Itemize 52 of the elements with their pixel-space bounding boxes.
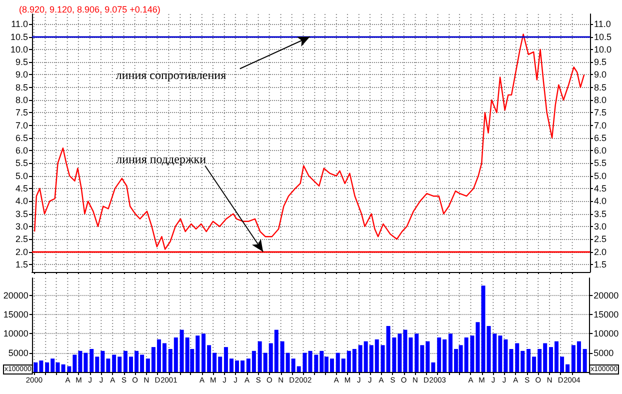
y2-tick-label: 10.5 <box>594 32 612 42</box>
y2-tick-label: 11.0 <box>594 19 611 30</box>
y-tick-label: 6.5 <box>15 132 28 143</box>
y-tick-label: 5.5 <box>15 158 28 168</box>
y-tick-label: 10.0 <box>10 44 28 54</box>
y2-tick-label: 6.0 <box>594 146 607 156</box>
y-tick-label: 5000 <box>8 348 28 358</box>
y2-tick-label: 10.0 <box>594 44 612 54</box>
y-tick-label: 2.0 <box>15 246 28 257</box>
y2-tick-label: 2.0 <box>594 246 607 257</box>
y2-tick-label: 8.5 <box>594 82 607 92</box>
y-tick-label: 6.0 <box>15 146 28 156</box>
y-tick-label: 3.5 <box>15 208 28 219</box>
y-tick-label: 2.5 <box>15 234 28 244</box>
y2-tick-label: 5.0 <box>594 170 607 181</box>
y-tick-label: 8.0 <box>15 95 28 105</box>
y-tick-label: 7.5 <box>15 108 28 118</box>
y2-tick-label: 15000 <box>594 309 619 320</box>
y-tick-label: 4.0 <box>15 196 28 206</box>
y2-tick-label: 4.0 <box>594 196 607 206</box>
y-tick-label: 3.0 <box>15 221 28 232</box>
y-tick-label: 9.0 <box>15 70 28 80</box>
annotation: линия сопротивления <box>116 68 227 82</box>
y2-tick-label: 8.0 <box>594 95 607 105</box>
y2-tick-label: 7.5 <box>594 108 607 118</box>
y-tick-label: 1.5 <box>15 259 28 270</box>
y-tick-label: 10000 <box>3 328 28 339</box>
y-tick-label: 15000 <box>3 309 28 320</box>
y-tick-label: 11.0 <box>11 19 28 30</box>
y2-tick-label: 9.5 <box>594 57 607 68</box>
y2-tick-label: 5.5 <box>594 158 607 168</box>
y2-tick-label: 7.0 <box>594 120 607 130</box>
y2-tick-label: 10000 <box>594 328 619 339</box>
y2-tick-label: 6.5 <box>594 132 607 143</box>
y2-tick-label: 9.0 <box>594 70 607 80</box>
y2-tick-label: 4.5 <box>594 184 607 194</box>
y2-tick-label: 3.0 <box>594 221 607 232</box>
y-tick-label: 7.0 <box>15 120 28 130</box>
y-tick-label: 10.5 <box>10 32 28 42</box>
y2-tick-label: 2.5 <box>594 234 607 244</box>
y-tick-label: 4.5 <box>15 184 28 194</box>
y-tick-label: 5.0 <box>15 170 28 181</box>
y-tick-label: 9.5 <box>15 57 28 68</box>
y2-tick-label: 3.5 <box>594 208 607 219</box>
bar <box>582 348 587 372</box>
y2-tick-label: 1.5 <box>594 259 607 270</box>
y-tick-label: 20000 <box>3 290 28 300</box>
y2-tick-label: 5000 <box>594 348 614 358</box>
y2-tick-label: 20000 <box>594 290 619 300</box>
annotation: линия поддержки <box>116 152 207 166</box>
chart-title: (8.920, 9.120, 8.906, 9.075 +0.146) <box>19 4 160 14</box>
y-tick-label: 8.5 <box>15 82 28 92</box>
